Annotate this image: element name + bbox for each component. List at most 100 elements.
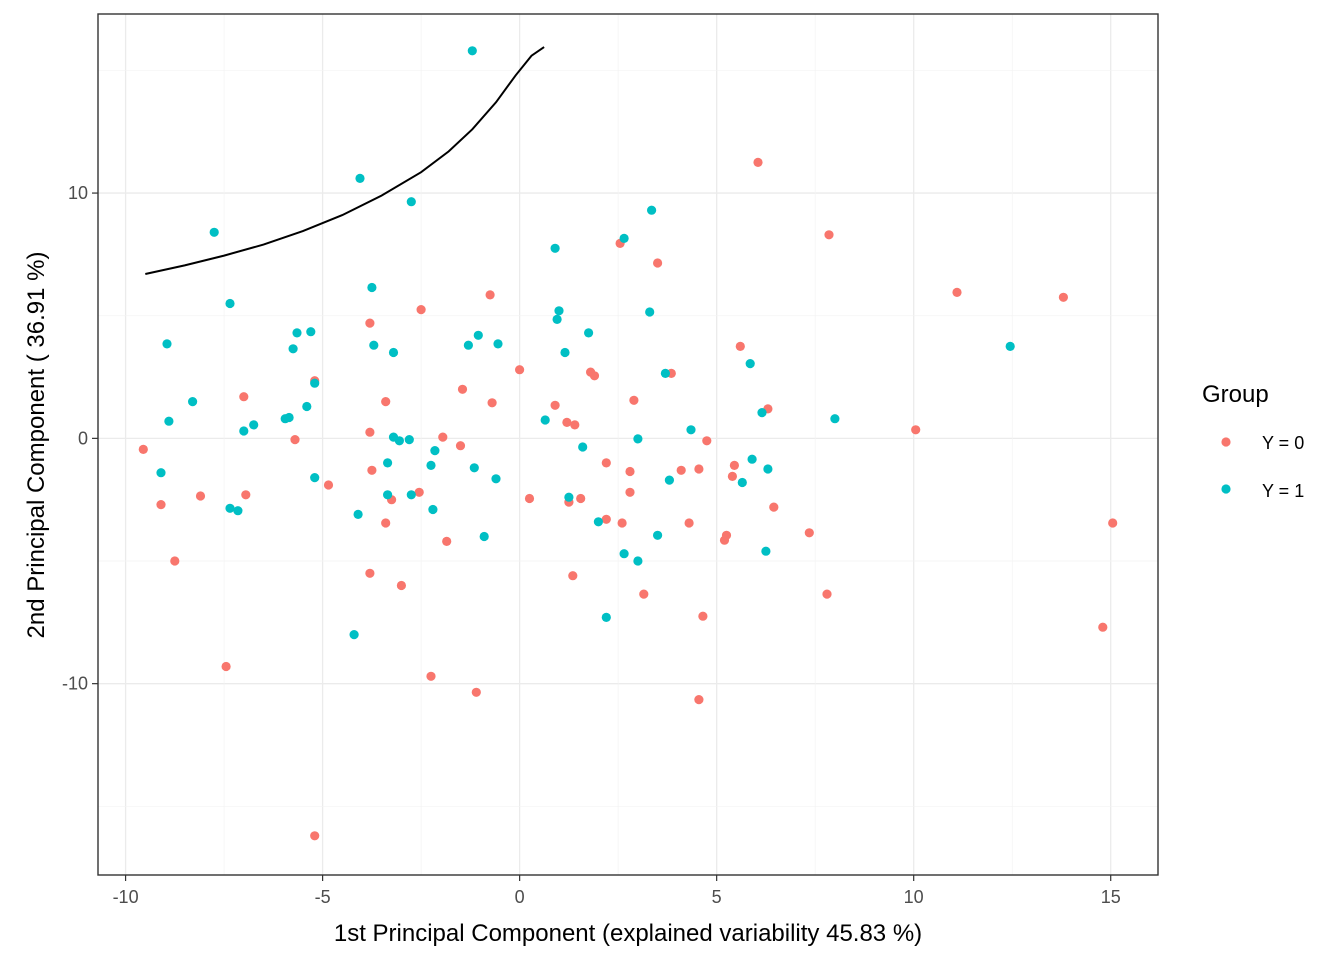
data-point <box>822 589 832 599</box>
data-point <box>381 518 391 528</box>
data-point <box>830 414 840 424</box>
data-point <box>653 258 663 268</box>
data-point <box>302 401 312 412</box>
x-axis-ticks: -10 -5 0 5 10 15 <box>113 875 1121 907</box>
data-point <box>406 197 416 207</box>
data-point <box>757 408 767 418</box>
data-point <box>1108 518 1118 528</box>
data-point <box>349 630 359 640</box>
data-point <box>550 243 560 253</box>
series-y1 <box>156 46 1015 640</box>
legend-key-y1 <box>1221 484 1231 494</box>
data-point <box>369 340 379 350</box>
data-point <box>601 612 611 623</box>
data-point <box>188 397 198 407</box>
data-point <box>578 442 588 452</box>
x-tick-label: 5 <box>712 887 722 907</box>
data-point <box>562 417 572 427</box>
data-point <box>721 530 732 540</box>
data-point <box>310 831 320 841</box>
data-point <box>552 314 562 324</box>
data-points <box>138 46 1118 841</box>
x-tick-label: -10 <box>113 887 139 907</box>
data-point <box>469 463 479 473</box>
curve-annotation <box>145 46 545 275</box>
data-point <box>633 556 643 566</box>
data-point <box>625 466 635 477</box>
data-point <box>249 420 259 430</box>
data-point <box>911 425 921 435</box>
data-point <box>457 384 468 394</box>
x-tick-label: 15 <box>1101 887 1121 907</box>
data-point <box>735 341 745 351</box>
data-point <box>639 589 649 599</box>
data-point <box>365 427 375 437</box>
data-point <box>568 571 578 581</box>
data-point <box>524 493 535 504</box>
data-point <box>394 436 404 446</box>
data-point <box>467 46 477 56</box>
data-point <box>353 509 363 519</box>
legend-label-y1: Y = 1 <box>1262 481 1304 501</box>
data-point <box>664 475 675 485</box>
data-point <box>239 392 249 402</box>
annotation-curve <box>145 46 545 275</box>
data-point <box>306 327 316 337</box>
data-point <box>414 487 424 497</box>
data-point <box>209 227 219 237</box>
legend-key-y0 <box>1221 437 1231 447</box>
data-point <box>619 549 629 559</box>
data-point <box>426 460 436 470</box>
data-point <box>1098 622 1108 632</box>
data-point <box>747 454 757 464</box>
data-point <box>694 464 704 474</box>
data-point <box>310 473 320 483</box>
data-point <box>593 517 604 527</box>
data-point <box>164 416 174 426</box>
data-point <box>396 580 406 591</box>
data-point <box>288 344 298 354</box>
y-tick-label: -10 <box>62 674 88 694</box>
data-point <box>619 233 629 243</box>
data-point <box>170 556 180 566</box>
data-point <box>570 420 580 430</box>
data-point <box>428 504 438 515</box>
data-point <box>292 328 302 338</box>
data-point <box>684 518 694 528</box>
data-point <box>355 173 365 183</box>
data-point <box>310 378 320 388</box>
grid-lines <box>98 14 1158 875</box>
data-point <box>601 514 611 524</box>
data-point <box>365 568 375 578</box>
data-point <box>576 493 586 504</box>
data-point <box>727 471 738 481</box>
data-point <box>156 500 166 510</box>
data-point <box>824 230 834 240</box>
data-point <box>162 339 172 349</box>
data-point <box>365 318 375 328</box>
y-axis-ticks: -10 0 10 <box>62 183 98 694</box>
x-tick-label: 0 <box>515 887 525 907</box>
data-point <box>367 282 377 293</box>
legend-label-y0: Y = 0 <box>1262 433 1304 453</box>
data-point <box>290 435 300 445</box>
data-point <box>753 157 763 167</box>
data-point <box>225 298 235 309</box>
data-point <box>491 474 501 484</box>
data-point <box>584 328 594 338</box>
data-point <box>647 205 657 215</box>
data-point <box>686 425 696 435</box>
data-point <box>769 502 779 512</box>
data-point <box>138 444 148 454</box>
data-point <box>463 340 473 350</box>
data-point <box>404 435 414 445</box>
data-point <box>694 695 704 705</box>
data-point <box>601 458 611 468</box>
data-point <box>625 487 635 497</box>
data-point <box>745 359 755 369</box>
data-point <box>660 368 671 378</box>
data-point <box>702 436 712 446</box>
data-point <box>241 490 251 500</box>
x-tick-label: 10 <box>904 887 924 907</box>
